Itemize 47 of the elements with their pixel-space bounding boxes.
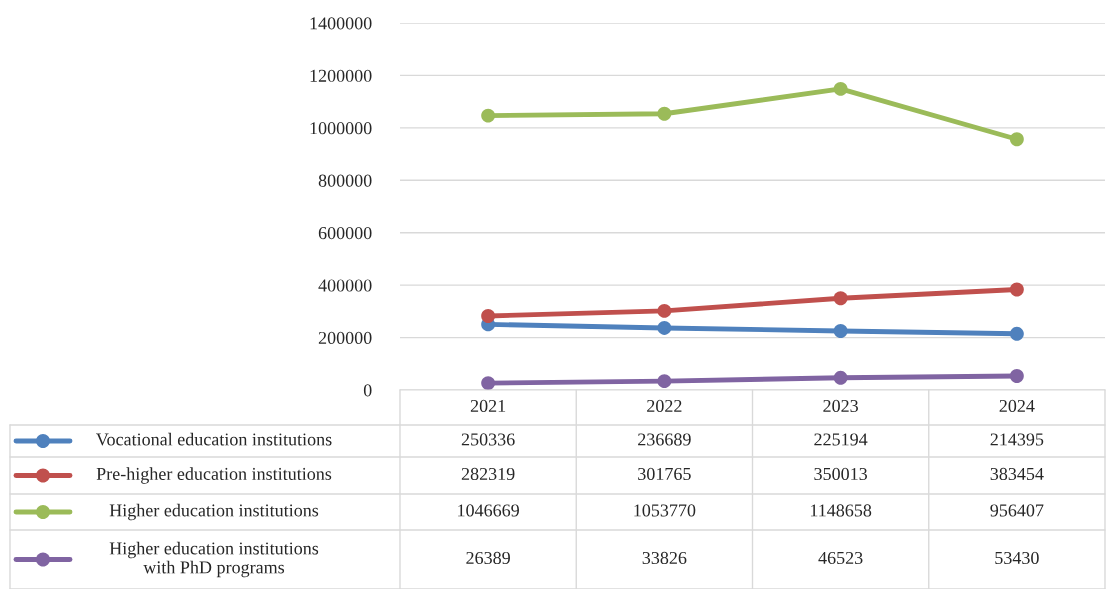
data-label: 53430 [995,551,1039,565]
data-label: 1046669 [458,504,519,517]
point [1009,132,1024,147]
point [481,108,496,123]
data-label: 1148658 [810,504,872,517]
legend-label: Higher education institutions [109,503,319,521]
y-tick-label: 400000 [318,279,372,292]
y-tick-label: 1400000 [310,17,372,30]
y-tick-label: 200000 [318,331,372,345]
legend-label: Higher education institutions with PhD programs [109,541,319,578]
point [481,376,496,390]
point [657,106,672,121]
x-tick-label: 2024 [999,399,1035,413]
data-label: 214395 [990,433,1044,446]
point [833,291,848,306]
data-label: 46523 [818,551,863,565]
point [657,374,672,389]
point [1009,282,1024,297]
data-label: 956407 [990,504,1044,517]
x-tick-label: 2021 [470,399,506,413]
data-label: 236689 [638,433,691,446]
point [1009,369,1024,383]
x-tick-label: 2022 [647,399,682,413]
data-label: 250336 [461,433,515,446]
y-tick-label: 1200000 [310,69,372,82]
data-label: 350013 [814,467,867,481]
y-tick-label: 1000000 [310,122,372,135]
point [657,321,672,335]
point [657,303,672,318]
x-tick-label: 2023 [823,399,858,413]
point [833,324,848,338]
point [833,370,848,385]
legend-label: Pre-higher education institutions [96,467,332,484]
data-label: 33826 [642,551,687,565]
data-label: 1053770 [634,504,696,517]
data-label: 383454 [990,467,1044,481]
point [1009,326,1024,341]
y-tick-label: 800000 [318,174,372,187]
point [833,81,848,96]
data-label: 282319 [461,467,515,481]
point [481,309,496,323]
y-tick-label: 0 [363,384,372,397]
data-label: 26389 [466,551,510,565]
data-label: 301765 [638,467,691,481]
y-tick-label: 600000 [318,226,372,240]
legend-label: Vocational education institutions [96,432,332,446]
data-label: 225194 [814,433,868,446]
